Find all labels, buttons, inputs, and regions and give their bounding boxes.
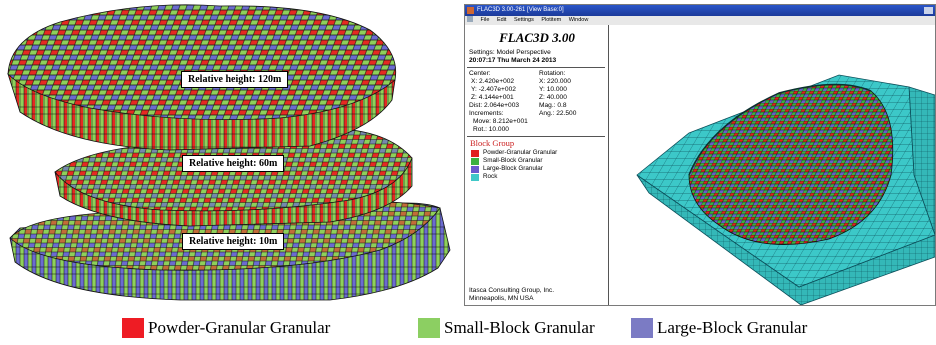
legend-label: Rock [483,173,498,180]
legend-label: Small-Block Granular [483,157,543,164]
window-controls-icon[interactable] [924,7,933,14]
legend-label: Large-Block Granular [483,165,543,172]
slope-model-graphic [636,74,935,305]
ang: Ang.: 22.500 [539,110,577,117]
legend-label: Powder-Granular Granular [148,318,331,337]
legend-swatch [122,318,144,338]
rotation-z: Z: 40.000 [539,94,567,101]
timestamp: 20:07:17 Thu March 24 2013 [469,57,557,64]
center-y: Y: -2.407e+002 [471,86,516,93]
info-panel: FLAC3D 3.00 Settings: Model Perspective … [465,25,609,305]
document-icon [467,16,473,22]
divider [467,67,605,68]
legend-swatch [418,318,440,338]
flac3d-window[interactable]: FLAC3D 3.00-261 [View Base:0] File Edit … [464,4,936,306]
move: Move: 8.212e+001 [473,118,528,125]
divider [467,136,605,137]
center-x: X: 2.420e+002 [471,78,515,85]
height-label-10m: Relative height: 10m [182,233,285,250]
rot: Rot.: 10.000 [473,126,509,133]
legend-label: Large-Block Granular [657,318,808,337]
legend-swatch [471,158,479,165]
height-label-60m: Relative height: 60m [182,155,285,172]
legend-swatch [631,318,653,338]
center-label: Center: [469,70,491,77]
footer-company: Itasca Consulting Group, Inc. [469,287,555,294]
increments-label: Increments: [469,110,504,117]
menu-file[interactable]: File [480,17,490,23]
menu-bar: File Edit Settings Plotitem Window [465,16,935,25]
menu-window[interactable]: Window [568,17,589,23]
dist: Dist: 2.064e+003 [469,102,520,109]
pit-rim [688,83,872,176]
pit-region [688,84,894,245]
app-title: FLAC3D 3.00 [499,30,575,45]
center-z: Z: 4.144e+001 [471,94,514,101]
mag: Mag.: 0.8 [539,102,567,109]
title-bar[interactable]: FLAC3D 3.00-261 [View Base:0] [465,5,935,16]
slice-120m-top [7,4,397,121]
rotation-label: Rotation: [539,70,566,77]
bottom-legend: Powder-Granular Granular Small-Block Gra… [0,314,936,342]
settings-text: Settings: Model Perspective [469,49,551,56]
slices-render: Relative height: 120m Relative height: 6… [0,0,460,308]
height-label-120m: Relative height: 120m [181,71,289,88]
block-group-title: Block Group [470,138,515,148]
legend-swatch [471,174,479,181]
legend-swatch [471,166,479,173]
slices-render-graphic [7,4,451,301]
menu-edit[interactable]: Edit [496,17,507,23]
rotation-x: X: 220.000 [539,78,571,85]
legend-label: Small-Block Granular [444,318,595,337]
legend-swatch [471,150,479,157]
menu-settings[interactable]: Settings [513,17,534,23]
model-viewport[interactable] [609,25,935,305]
footer-location: Minneapolis, MN USA [469,295,534,302]
legend-label: Powder-Granular Granular [483,149,558,156]
menu-plotitem[interactable]: Plotitem [541,17,562,23]
window-title: FLAC3D 3.00-261 [View Base:0] [477,7,564,13]
rotation-y: Y: 10.000 [539,86,567,93]
app-icon [467,7,474,14]
